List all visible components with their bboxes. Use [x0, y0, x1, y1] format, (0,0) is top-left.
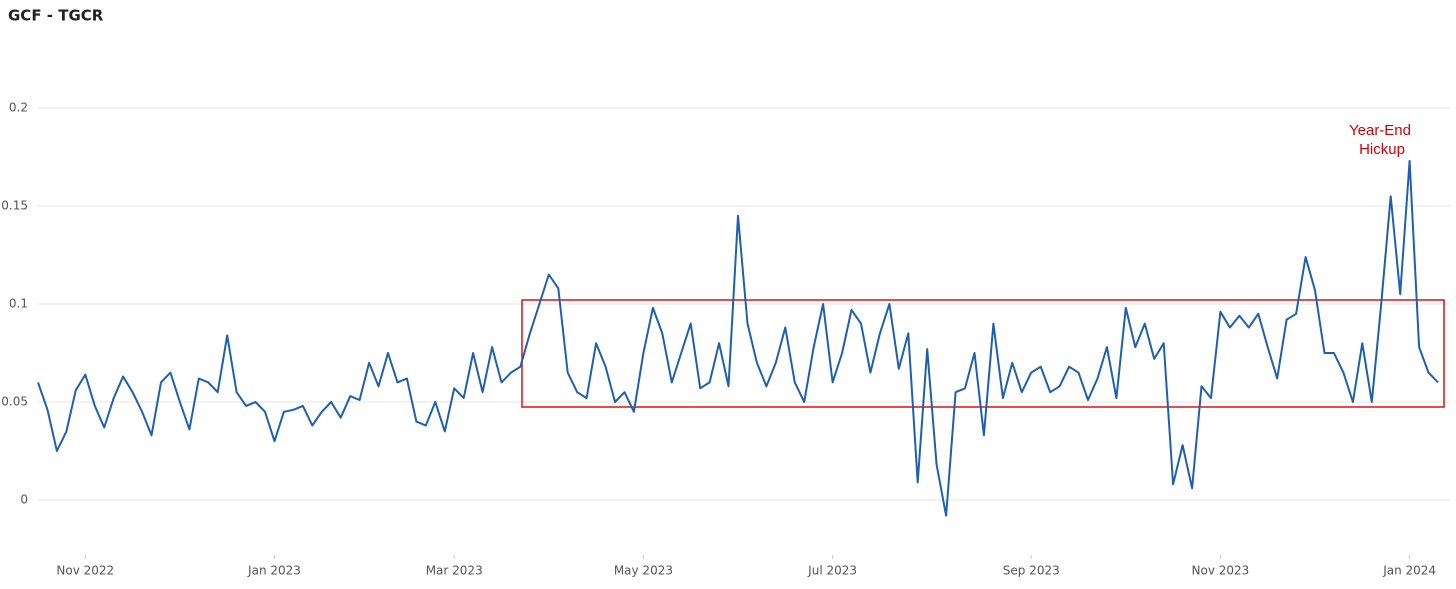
y-tick-label: 0.1	[9, 297, 28, 311]
x-tick-label: Nov 2022	[56, 564, 114, 578]
x-tick-label: Jan 2024	[1382, 564, 1436, 578]
data-line	[37, 159, 1439, 517]
x-tick-label: Nov 2023	[1192, 564, 1250, 578]
y-tick-label: 0.15	[1, 199, 28, 213]
y-tick-label: 0.2	[9, 101, 28, 115]
y-tick-label: 0.05	[1, 395, 28, 409]
x-tick-label: Sep 2023	[1003, 564, 1060, 578]
annotation: Year-End	[1349, 122, 1411, 139]
x-tick-label: Jul 2023	[807, 564, 857, 578]
x-tick-label: Mar 2023	[426, 564, 483, 578]
x-tick-label: May 2023	[614, 564, 673, 578]
chart-title: GCF - TGCR	[8, 7, 104, 25]
y-tick-label: 0	[20, 493, 28, 507]
annotation: Hickup	[1359, 141, 1405, 158]
x-tick-label: Jan 2023	[247, 564, 301, 578]
highlight-box	[521, 299, 1445, 408]
